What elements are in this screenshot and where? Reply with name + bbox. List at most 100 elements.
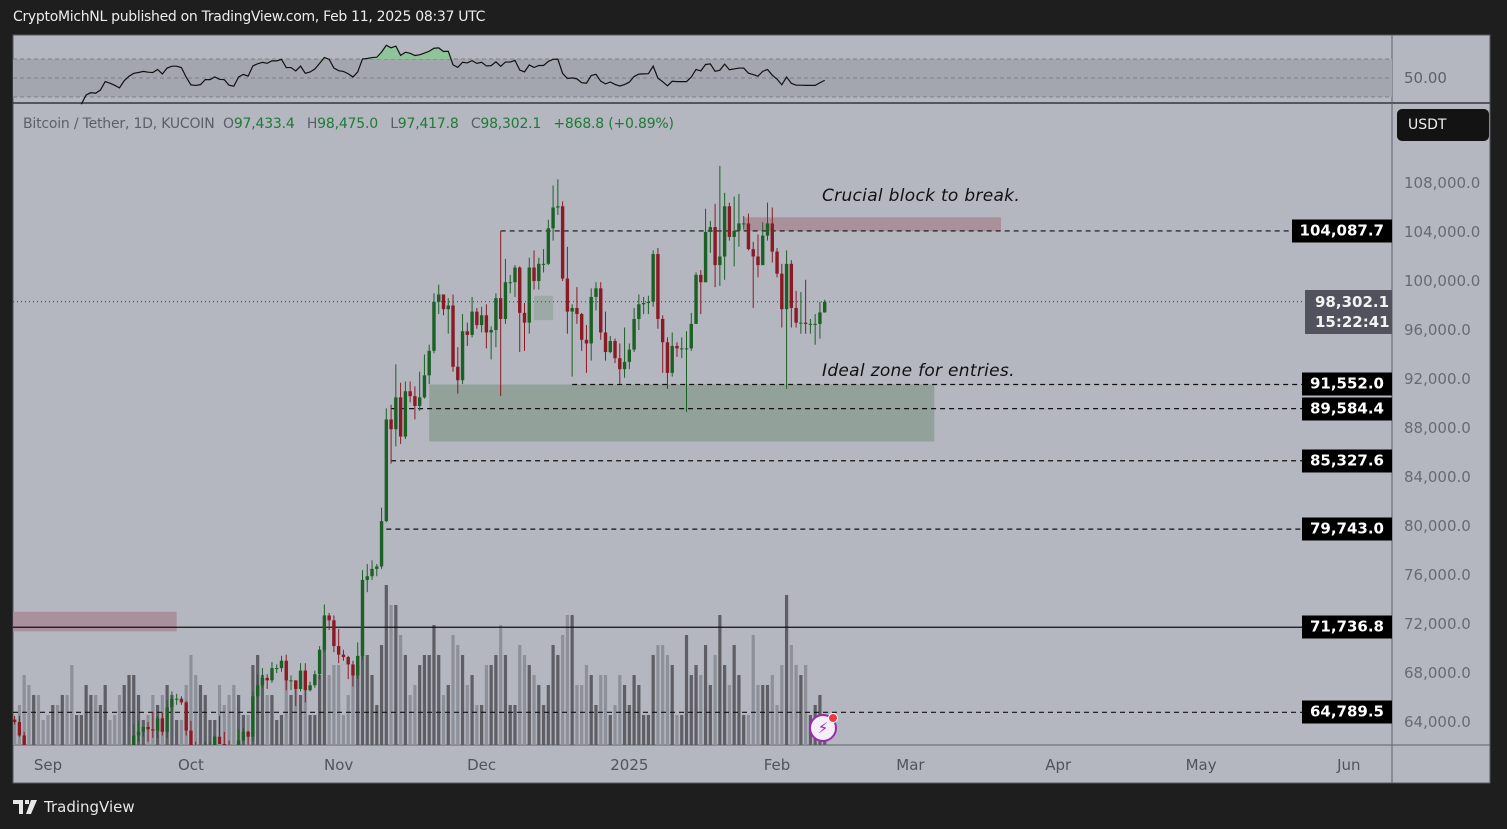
volume-bar bbox=[341, 715, 346, 745]
candle-body bbox=[589, 296, 593, 344]
volume-bar bbox=[427, 655, 431, 745]
volume-bar bbox=[565, 615, 569, 745]
volume-bar bbox=[537, 685, 541, 745]
candle-body bbox=[803, 322, 808, 324]
candle-body bbox=[722, 206, 727, 257]
low-key: L bbox=[390, 116, 398, 132]
rsi-overbought-fill bbox=[386, 45, 392, 59]
volume-bar bbox=[723, 665, 727, 745]
candle-body bbox=[784, 263, 789, 310]
lightning-bolt-icon[interactable]: ⚡ bbox=[809, 713, 838, 742]
volume-bar bbox=[642, 715, 646, 745]
volume-bar bbox=[213, 720, 217, 745]
candle-body bbox=[151, 729, 155, 731]
candle-body bbox=[184, 702, 188, 731]
volume-bar bbox=[465, 685, 469, 745]
volume-bar bbox=[689, 675, 693, 745]
candle-body bbox=[165, 707, 169, 732]
candle-body bbox=[146, 726, 150, 730]
volume-bar bbox=[313, 715, 317, 745]
close-key: C bbox=[470, 116, 481, 132]
rsi-overbought-fill bbox=[400, 52, 406, 59]
volume-bar bbox=[499, 625, 503, 745]
price-tick-label: 88,000.0 bbox=[1404, 419, 1471, 437]
candle-body bbox=[17, 722, 22, 736]
candle-body bbox=[279, 660, 284, 669]
candle-body bbox=[751, 249, 755, 257]
level-price-label: 64,789.5 bbox=[1301, 700, 1392, 724]
volume-bar bbox=[513, 705, 517, 745]
candle-body bbox=[756, 256, 760, 266]
volume-bar bbox=[389, 605, 393, 745]
volume-bar bbox=[484, 665, 488, 745]
volume-bar bbox=[656, 645, 660, 745]
volume-bar bbox=[51, 705, 55, 745]
candle-body bbox=[799, 322, 803, 324]
volume-bar bbox=[265, 695, 269, 745]
volume-bar bbox=[179, 720, 184, 745]
publish-header: CryptoMichNL published on TradingView.co… bbox=[13, 9, 486, 25]
price-tick-label: 72,000.0 bbox=[1404, 615, 1471, 633]
candle-body bbox=[680, 348, 684, 350]
time-tick-label: Nov bbox=[324, 756, 354, 774]
candle-body bbox=[780, 273, 784, 310]
candle-body bbox=[641, 303, 646, 305]
volume-bar bbox=[32, 695, 36, 745]
volume-bar bbox=[189, 655, 193, 745]
currency-button[interactable]: USDT bbox=[1397, 109, 1489, 141]
candle-body bbox=[546, 228, 551, 264]
candle-body bbox=[422, 375, 427, 398]
volume-bar bbox=[441, 695, 446, 745]
candle-body bbox=[732, 230, 736, 237]
candle-body bbox=[265, 677, 269, 681]
candle-body bbox=[532, 267, 536, 281]
volume-bar bbox=[127, 675, 131, 745]
volume-bar bbox=[308, 715, 312, 745]
volume-bar bbox=[346, 695, 350, 745]
price-tick-label: 108,000.0 bbox=[1404, 174, 1481, 192]
volume-bar bbox=[775, 705, 779, 745]
volume-bar bbox=[684, 635, 689, 745]
candle-body bbox=[394, 397, 398, 430]
volume-bar bbox=[708, 685, 712, 745]
volume-bar bbox=[546, 685, 550, 745]
volume-bar bbox=[13, 720, 17, 745]
brand-name: TradingView bbox=[44, 798, 135, 816]
volume-bar bbox=[584, 665, 589, 745]
candle-body bbox=[174, 698, 179, 700]
volume-bar bbox=[298, 695, 303, 745]
volume-bar bbox=[622, 685, 627, 745]
candle-body bbox=[275, 668, 279, 670]
candle-body bbox=[656, 254, 660, 319]
volume-bar bbox=[451, 635, 455, 745]
volume-bar bbox=[351, 675, 355, 745]
candle-body bbox=[298, 670, 303, 689]
volume-bar bbox=[260, 675, 265, 745]
volume-bar bbox=[480, 705, 484, 745]
current-price-label: 98,302.1 15:22:41 bbox=[1305, 289, 1392, 334]
rsi-overbought-fill bbox=[381, 45, 387, 59]
candle-body bbox=[255, 685, 260, 697]
candle-body bbox=[260, 677, 265, 686]
candle-body bbox=[12, 719, 17, 722]
candle-body bbox=[251, 696, 255, 737]
candle-body bbox=[170, 698, 174, 708]
zone-crucial-block bbox=[743, 217, 1001, 231]
time-tick-label: Mar bbox=[896, 756, 925, 774]
volume-bar bbox=[65, 695, 69, 745]
volume-bar bbox=[284, 675, 288, 745]
volume-bar bbox=[270, 695, 274, 745]
candle-body bbox=[713, 227, 717, 266]
candle-body bbox=[770, 223, 774, 252]
candle-body bbox=[303, 670, 308, 691]
volume-bar bbox=[737, 675, 741, 745]
candle-body bbox=[460, 331, 465, 381]
volume-bar bbox=[561, 635, 565, 745]
volume-bar bbox=[113, 715, 117, 745]
time-tick-label: May bbox=[1185, 756, 1217, 774]
volume-bar bbox=[413, 685, 417, 745]
volume-bar bbox=[203, 695, 207, 745]
candle-body bbox=[141, 726, 145, 732]
volume-bar bbox=[422, 655, 427, 745]
